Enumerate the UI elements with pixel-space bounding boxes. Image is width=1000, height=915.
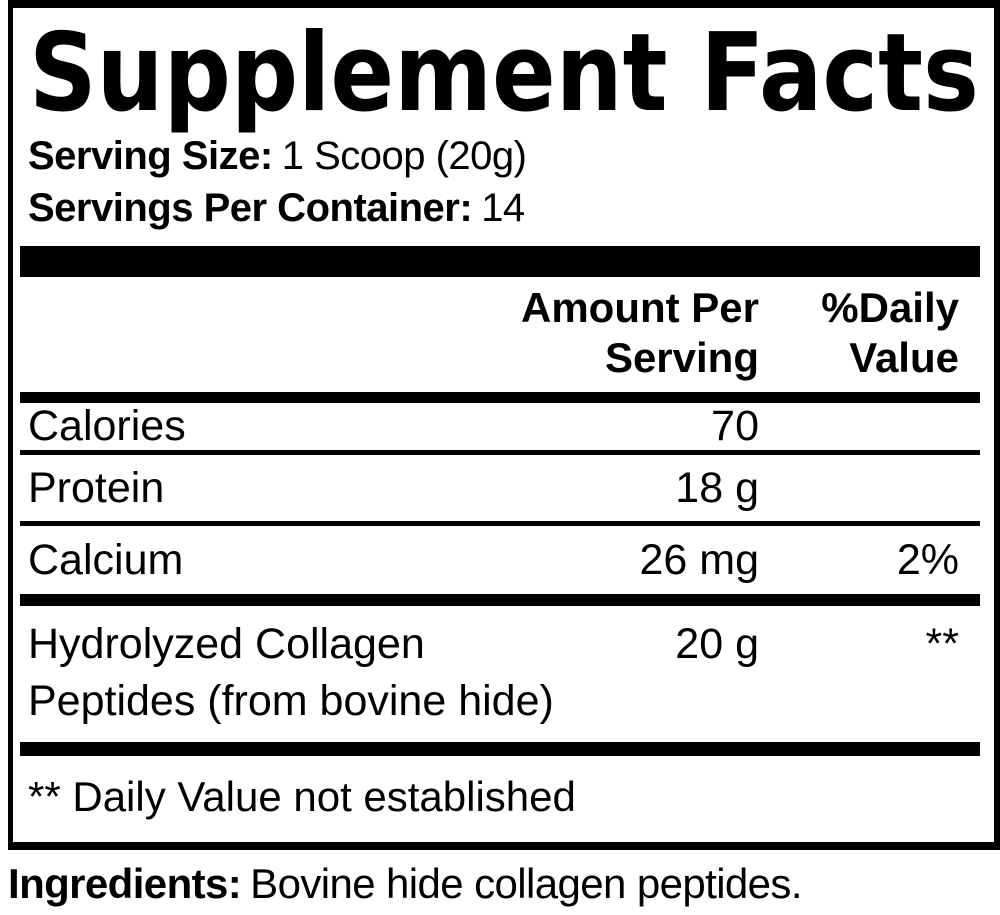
serving-size-label: Serving Size: <box>28 134 273 178</box>
serving-size-value: 1 Scoop (20g) <box>281 134 527 178</box>
table-header-row: Amount Per Serving %Daily Value <box>13 283 994 383</box>
nutrient-amount: 70 <box>711 402 759 450</box>
header-amount-line2: Serving <box>604 334 759 381</box>
separator-rule-2 <box>20 521 980 526</box>
ingredient-amount: 20 g <box>675 620 759 668</box>
panel-title-graphic: Supplement Facts <box>29 11 979 136</box>
serving-info: Serving Size: 1 Scoop (20g) Servings Per … <box>28 130 994 234</box>
header-percent-daily-value: %Daily Value <box>759 283 959 383</box>
nutrient-amount: 26 mg <box>639 536 759 584</box>
nutrient-amount: 18 g <box>675 464 759 512</box>
header-dv-line2: Value <box>849 334 959 381</box>
ingredient-dv: ** <box>925 620 959 668</box>
ingredient-name: Hydrolyzed Collagen Peptides (from bovin… <box>28 616 675 730</box>
separator-rule-1 <box>20 450 980 455</box>
nutrient-dv: 2% <box>896 536 959 584</box>
ingredients-label: Ingredients: <box>8 860 242 907</box>
header-amount-line1: Amount Per <box>520 284 759 331</box>
table-row-calcium: Calcium 26 mg 2% <box>13 526 994 594</box>
servings-per-container-value: 14 <box>481 186 525 230</box>
header-amount-per-serving: Amount Per Serving <box>521 283 759 383</box>
separator-bar-thick-bottom <box>20 742 980 756</box>
table-row-collagen: Hydrolyzed Collagen Peptides (from bovin… <box>13 606 994 730</box>
separator-bar-section <box>20 594 980 606</box>
servings-per-container-line: Servings Per Container: 14 <box>28 182 994 234</box>
nutrient-name: Calcium <box>28 536 184 584</box>
separator-bar-thick-top <box>20 246 980 277</box>
table-row-protein: Protein 18 g <box>13 455 994 521</box>
ingredient-name-line2: Peptides (from bovine hide) <box>28 677 554 725</box>
servings-per-container-label: Servings Per Container: <box>28 186 473 230</box>
ingredients-value: Bovine hide collagen peptides. <box>250 860 802 907</box>
panel-title: Supplement Facts <box>29 11 979 136</box>
serving-size-line: Serving Size: 1 Scoop (20g) <box>28 130 994 182</box>
nutrient-name: Calories <box>28 402 186 450</box>
header-dv-line1: %Daily <box>821 284 959 331</box>
separator-bar-header <box>20 392 980 403</box>
nutrient-name: Protein <box>28 464 165 512</box>
ingredient-name-line1: Hydrolyzed Collagen <box>28 620 425 668</box>
daily-value-footnote: ** Daily Value not established <box>28 773 576 820</box>
table-row-calories: Calories 70 <box>13 403 994 450</box>
supplement-facts-panel: Supplement Facts Serving Size: 1 Scoop (2… <box>8 0 1000 850</box>
ingredients-statement: Ingredients: Bovine hide collagen peptide… <box>8 858 998 910</box>
